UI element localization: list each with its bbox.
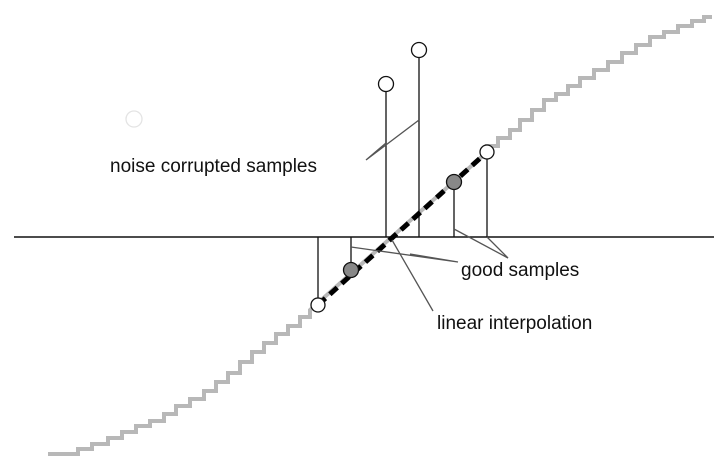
noise-label: noise corrupted samples [110,156,317,177]
stems [317,50,488,305]
samples [310,41,495,313]
good-label: good samples [461,260,579,281]
interpolation-line [316,150,489,307]
pointers [350,119,509,312]
signal-curve [48,15,712,456]
faint-circle [125,110,143,128]
interpolation-label: linear interpolation [437,313,592,334]
